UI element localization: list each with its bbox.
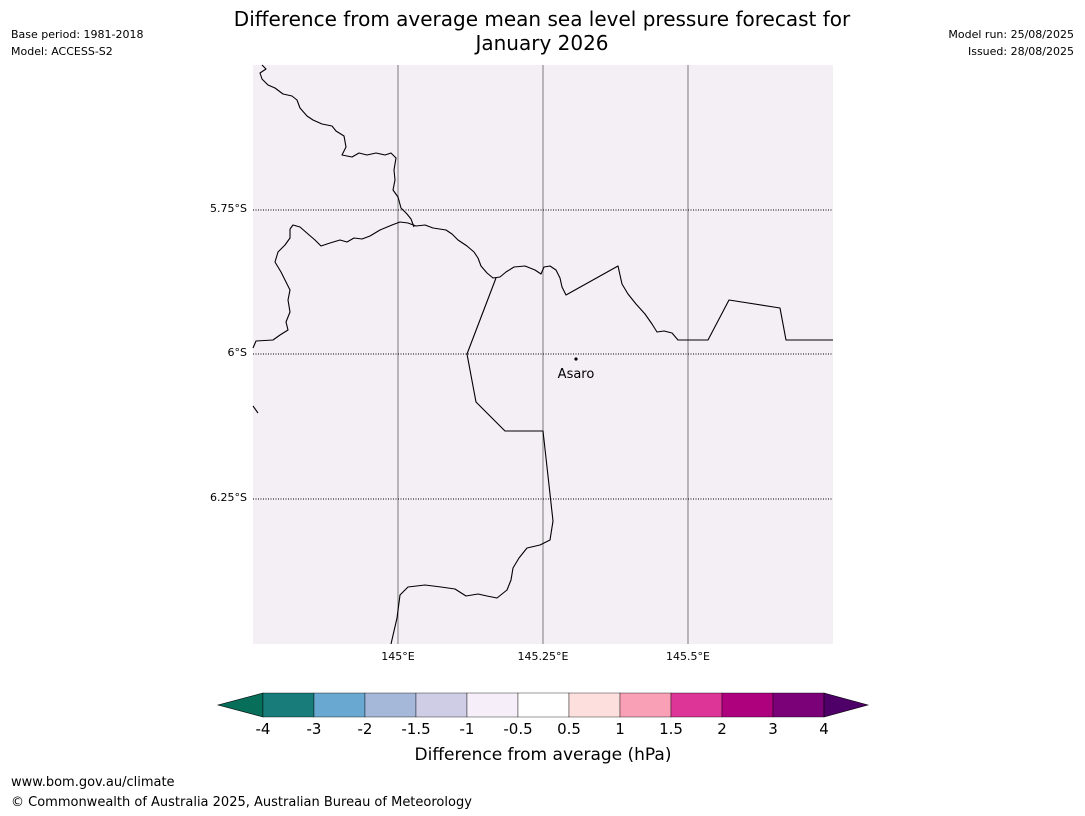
place-label-asaro: Asaro xyxy=(558,367,595,382)
title-line-2: January 2026 xyxy=(475,31,609,55)
boundary-edge-west xyxy=(252,405,259,414)
province-boundaries xyxy=(252,64,833,645)
colorbar-tick-label: -1 xyxy=(459,720,475,738)
colorbar-tick-label: -4 xyxy=(255,720,271,738)
colorbar-segment xyxy=(721,692,774,718)
lon-label-145-5e: 145.5°E xyxy=(666,650,710,663)
lon-label-145e: 145°E xyxy=(381,650,415,663)
colorbar-tick-label: -3 xyxy=(306,720,322,738)
colorbar-tick-label: 2 xyxy=(717,720,727,738)
page-title: Difference from average mean sea level p… xyxy=(142,7,942,55)
base-period-text: Base period: 1981-2018 xyxy=(11,28,144,41)
colorbar-under-arrow xyxy=(216,692,264,718)
footer-copyright: © Commonwealth of Australia 2025, Austra… xyxy=(11,795,472,810)
colorbar-tick-label: 3 xyxy=(768,720,778,738)
colorbar-tick-label: -0.5 xyxy=(503,720,533,738)
colorbar-tick-label: 1.5 xyxy=(659,720,683,738)
colorbar-tick-label: 0.5 xyxy=(557,720,581,738)
parallel-lines xyxy=(253,209,833,500)
lat-label-6-25s: 6.25°S xyxy=(210,491,247,504)
colorbar-segment xyxy=(262,692,315,718)
colorbar-tick-label: -1.5 xyxy=(401,720,431,738)
colorbar-segments xyxy=(262,692,825,718)
boundary-north xyxy=(259,64,415,228)
meridian-lines xyxy=(397,65,689,644)
colorbar-segment xyxy=(313,692,366,718)
title-line-1: Difference from average mean sea level p… xyxy=(233,7,851,31)
colorbar xyxy=(216,692,870,718)
model-text: Model: ACCESS-S2 xyxy=(11,45,113,58)
header-left: Base period: 1981-2018 Model: ACCESS-S2 xyxy=(11,26,143,60)
colorbar-over-arrow xyxy=(823,692,870,718)
colorbar-segment xyxy=(619,692,672,718)
boundary-west xyxy=(252,229,291,349)
asaro-marker xyxy=(574,357,578,361)
footer-url: www.bom.gov.au/climate xyxy=(11,775,175,790)
colorbar-tick-label: 4 xyxy=(819,720,829,738)
colorbar-segment xyxy=(415,692,468,718)
lat-label-6s: 6°S xyxy=(227,346,247,359)
colorbar-tick-label: 1 xyxy=(615,720,625,738)
model-run-text: Model run: 25/08/2025 xyxy=(948,28,1074,41)
boundary-central xyxy=(289,221,833,341)
colorbar-segment xyxy=(772,692,825,718)
issued-text: Issued: 28/08/2025 xyxy=(967,45,1074,58)
colorbar-segment xyxy=(517,692,570,718)
colorbar-segment xyxy=(568,692,621,718)
colorbar-segment xyxy=(364,692,417,718)
header-right: Model run: 25/08/2025 Issued: 28/08/2025 xyxy=(948,26,1074,60)
colorbar-label: Difference from average (hPa) xyxy=(414,745,672,765)
colorbar-tick-label: -2 xyxy=(357,720,373,738)
boundary-inner xyxy=(390,277,554,645)
lon-label-145-25e: 145.25°E xyxy=(517,650,569,663)
lat-label-5-75s: 5.75°S xyxy=(210,202,247,215)
colorbar-segment xyxy=(670,692,723,718)
colorbar-segment xyxy=(466,692,519,718)
